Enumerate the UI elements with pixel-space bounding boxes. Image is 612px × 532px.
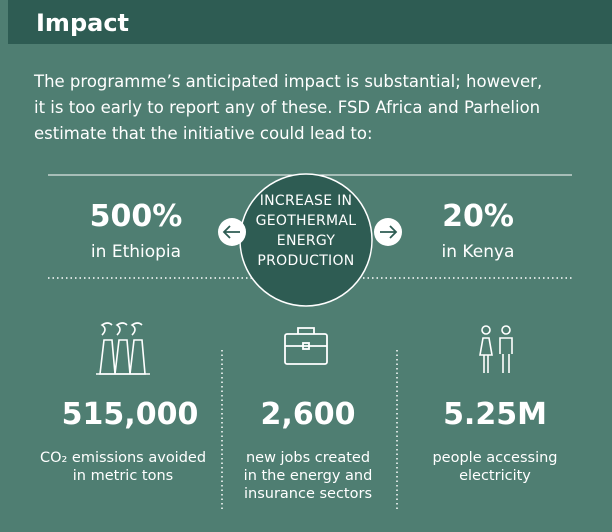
people-icon [479,325,513,373]
arrow-left [218,218,246,246]
increase-value: 20% [442,199,514,234]
intro-line: estimate that the initiative could lead … [34,124,373,143]
stat-caption: electricity [459,468,531,484]
center-label: GEOTHERMAL [256,213,357,229]
center-label: PRODUCTION [257,253,354,269]
header-bar [8,0,612,44]
stat-caption: new jobs created [246,450,370,466]
header-title: Impact [36,9,129,37]
stat-caption: people accessing [432,450,557,466]
stat-value: 5.25M [443,397,547,432]
increase-label: in Ethiopia [91,242,181,262]
arrow-right [374,218,402,246]
center-label: ENERGY [277,233,336,249]
stat-caption: in metric tons [73,468,173,484]
briefcase-icon [284,327,328,365]
stat-value: 2,600 [261,397,356,432]
factory-icon [96,322,150,375]
intro-line: it is too early to report any of these. … [34,98,540,117]
stat-caption: CO₂ emissions avoided [40,450,206,466]
increase-value: 500% [90,199,183,234]
center-label: INCREASE IN [260,193,353,209]
intro-line: The programme’s anticipated impact is su… [33,72,542,91]
stat-value: 515,000 [62,397,199,432]
stat-caption: in the energy and [244,468,373,484]
stat-caption: insurance sectors [244,486,372,502]
increase-label: in Kenya [442,242,515,262]
